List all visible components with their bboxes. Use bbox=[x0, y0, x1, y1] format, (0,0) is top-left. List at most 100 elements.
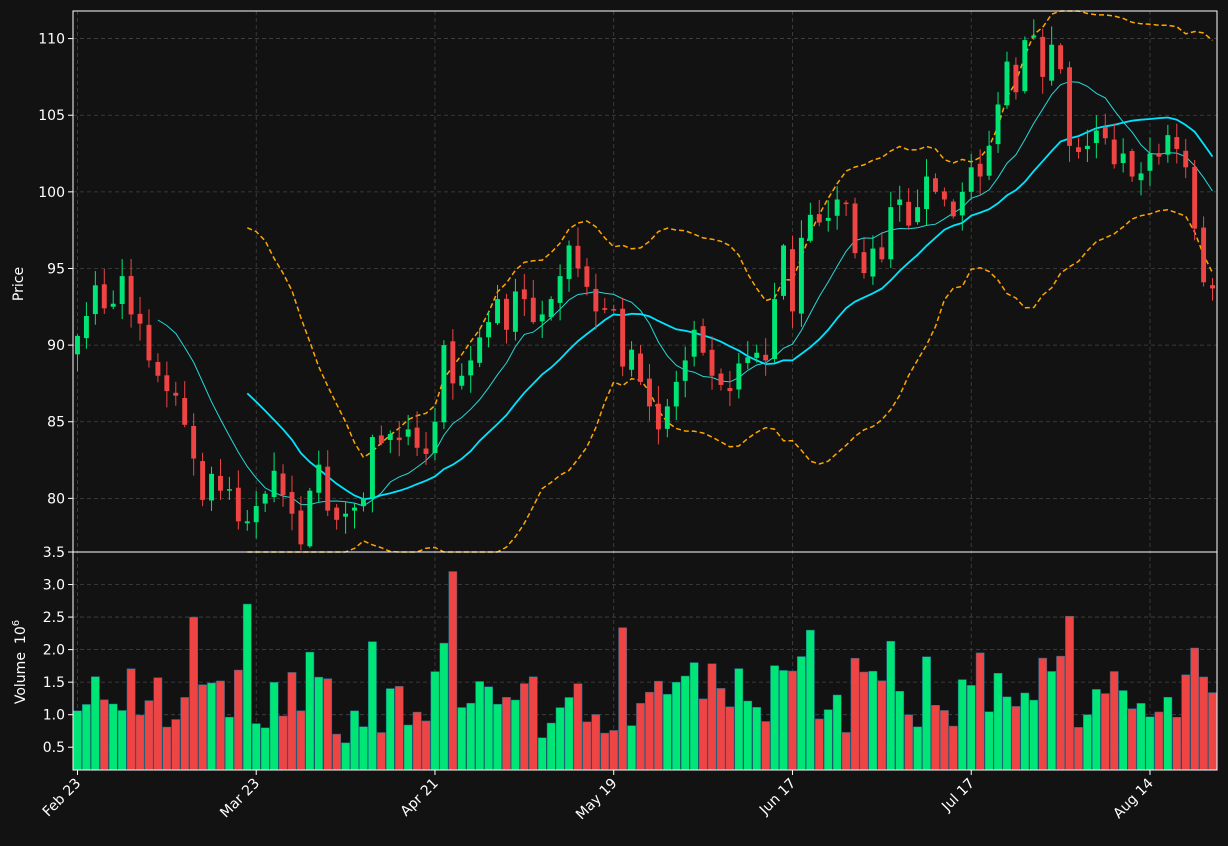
candle-body bbox=[271, 470, 277, 497]
volume-bar bbox=[922, 656, 931, 771]
candle-body bbox=[924, 176, 929, 209]
candle-body bbox=[700, 326, 706, 353]
volume-panel-frame bbox=[72, 551, 1218, 771]
volume-bar bbox=[805, 629, 815, 771]
volume-bar bbox=[117, 710, 127, 771]
candle-body bbox=[235, 487, 241, 522]
volume-bar bbox=[1127, 708, 1137, 771]
candle-body bbox=[173, 392, 179, 396]
candle-body bbox=[861, 252, 867, 274]
candle-body bbox=[459, 375, 465, 386]
candle-body bbox=[325, 466, 331, 511]
candle-body bbox=[754, 352, 760, 358]
candle-body bbox=[638, 353, 643, 382]
candle-body bbox=[119, 276, 125, 304]
volume-bar bbox=[359, 726, 368, 771]
volume-bar bbox=[519, 683, 529, 771]
volume-bar bbox=[1020, 692, 1030, 771]
candle-body bbox=[1165, 135, 1171, 155]
candle-body bbox=[727, 387, 733, 392]
candle-body bbox=[736, 363, 742, 390]
volume-bar bbox=[225, 716, 234, 771]
volume-bar bbox=[609, 730, 619, 771]
candle-body bbox=[870, 248, 876, 277]
candle-body bbox=[629, 349, 635, 370]
volume-bar bbox=[189, 616, 199, 771]
candle-body bbox=[423, 448, 429, 454]
candle-body bbox=[387, 433, 393, 440]
candle-body bbox=[530, 297, 536, 323]
candle-body bbox=[441, 345, 447, 423]
volume-bar bbox=[564, 697, 574, 771]
candle-body bbox=[504, 298, 509, 330]
volume-bar bbox=[707, 663, 717, 771]
volume-layer bbox=[73, 571, 1217, 771]
volume-bar bbox=[716, 688, 726, 771]
volume-bar bbox=[1172, 716, 1182, 771]
volume-bar bbox=[725, 706, 735, 771]
candle-body bbox=[1040, 36, 1046, 77]
candle-body bbox=[343, 513, 349, 517]
volume-bar bbox=[1091, 689, 1101, 771]
volume-bar bbox=[546, 722, 556, 771]
volume-bar bbox=[1199, 676, 1208, 771]
volume-bar bbox=[1208, 692, 1217, 771]
candle-body bbox=[155, 361, 161, 376]
volume-bar bbox=[1118, 690, 1128, 771]
candle-body bbox=[146, 324, 152, 361]
candle-body bbox=[1093, 130, 1099, 144]
candle-body bbox=[83, 315, 89, 339]
volume-bar bbox=[877, 680, 887, 771]
candle-body bbox=[539, 314, 545, 322]
volume-tick-label: 1.0 bbox=[43, 708, 65, 724]
volume-bar bbox=[403, 724, 413, 771]
candle-body bbox=[852, 203, 858, 254]
candle-body bbox=[673, 381, 679, 407]
candle-body bbox=[933, 178, 938, 192]
volume-bar bbox=[251, 723, 261, 771]
candle-body bbox=[790, 249, 795, 312]
volume-axis-label: Volume 106 bbox=[11, 620, 29, 704]
candle-body bbox=[1084, 145, 1090, 150]
candle-body bbox=[369, 437, 375, 498]
candle-body bbox=[1120, 153, 1126, 164]
volume-bar bbox=[457, 707, 467, 771]
volume-bar bbox=[126, 668, 136, 771]
volume-axis-unit-exponent: 6 bbox=[11, 620, 22, 626]
volume-bar bbox=[573, 683, 583, 771]
volume-bar bbox=[868, 670, 878, 771]
candle-body bbox=[1183, 150, 1189, 168]
volume-bar bbox=[984, 711, 994, 771]
volume-bar bbox=[341, 742, 350, 771]
candle-body bbox=[1174, 137, 1180, 149]
candle-body bbox=[1111, 139, 1117, 165]
price-tick-label: 80 bbox=[47, 491, 65, 507]
volume-bar bbox=[1163, 696, 1173, 771]
volume-bar bbox=[618, 627, 628, 771]
candle-body bbox=[1049, 44, 1055, 81]
volume-bar bbox=[886, 640, 896, 771]
candle-body bbox=[316, 464, 322, 493]
volume-bar bbox=[645, 691, 654, 771]
candle-body bbox=[1156, 153, 1162, 157]
price-tick-label: 90 bbox=[47, 338, 65, 354]
candle-body bbox=[915, 207, 921, 223]
volume-bar bbox=[376, 732, 386, 771]
volume-bar bbox=[832, 694, 842, 771]
volume-bar bbox=[600, 732, 610, 771]
candle-body bbox=[1076, 147, 1081, 152]
volume-bar bbox=[734, 668, 744, 771]
candle-body bbox=[334, 507, 340, 520]
candle-body bbox=[361, 498, 366, 507]
volume-bar bbox=[528, 676, 538, 771]
volume-bar bbox=[957, 679, 967, 771]
candle-body bbox=[772, 299, 778, 360]
volume-bar bbox=[1083, 714, 1092, 771]
candle-body bbox=[995, 104, 1001, 145]
volume-bar bbox=[662, 694, 672, 771]
grid-layer bbox=[73, 11, 1217, 770]
volume-bar bbox=[394, 686, 404, 771]
candle-body bbox=[244, 521, 250, 524]
candle-body bbox=[289, 492, 295, 514]
candle-body bbox=[1201, 227, 1207, 283]
